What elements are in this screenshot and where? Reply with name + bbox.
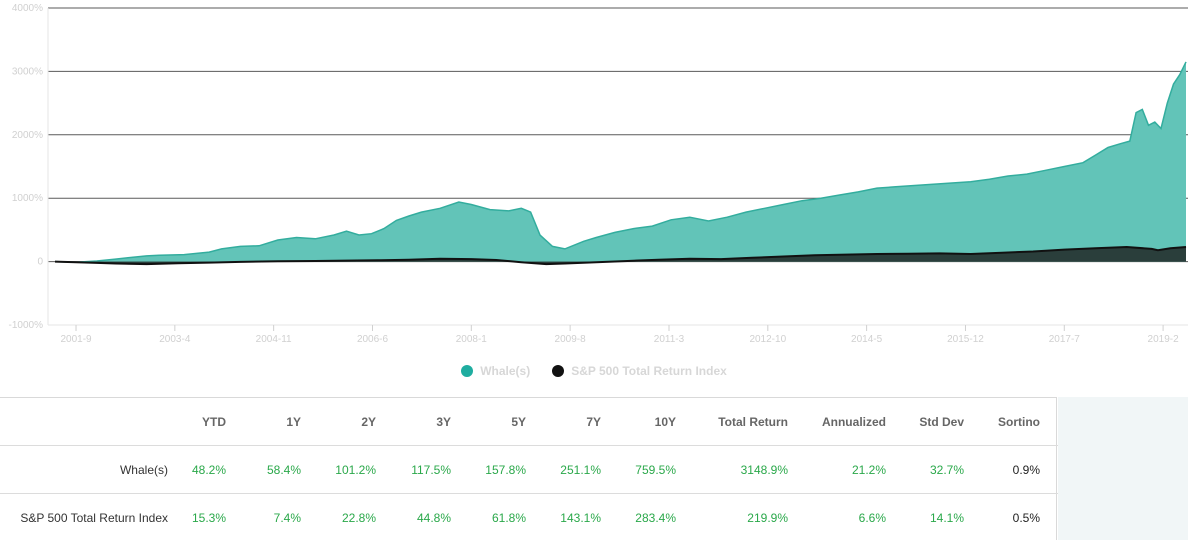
table-row: S&P 500 Total Return Index 15.3% 7.4% 22… [0,494,1064,541]
cell-total-return: 219.9% [700,494,812,541]
header-7y[interactable]: 7Y [550,398,625,446]
cell-2y: 101.2% [325,446,400,494]
y-tick-label: 0 [37,257,43,268]
legend-label-whales: Whale(s) [480,364,530,378]
header-sortino[interactable]: Sortino [988,398,1064,446]
cell-std-dev: 14.1% [910,494,988,541]
x-tick-label: 2008-1 [456,334,488,345]
cell-7y: 251.1% [550,446,625,494]
y-tick-label: 2000% [12,130,43,141]
header-2y[interactable]: 2Y [325,398,400,446]
cell-10y: 759.5% [625,446,700,494]
cell-std-dev: 32.7% [910,446,988,494]
cell-sortino: 0.9% [988,446,1064,494]
cell-5y: 61.8% [475,494,550,541]
performance-chart: -1000% 0 1000% 2000% 3000% 4000% 2001-9 2003-4… [0,0,1188,395]
legend-item-whales[interactable]: Whale(s) [461,364,530,378]
whales-area [55,62,1186,262]
header-annualized[interactable]: Annualized [812,398,910,446]
y-tick-label: -1000% [9,320,44,331]
cell-10y: 283.4% [625,494,700,541]
legend-item-sp500[interactable]: S&P 500 Total Return Index [552,364,727,378]
x-tick-label: 2004-11 [256,334,292,345]
table-row: Whale(s) 48.2% 58.4% 101.2% 117.5% 157.8… [0,446,1064,494]
row-label-sp500: S&P 500 Total Return Index [0,494,190,541]
y-axis: -1000% 0 1000% 2000% 3000% 4000% [9,3,48,331]
chart-legend: Whale(s) S&P 500 Total Return Index [0,362,1188,380]
header-10y[interactable]: 10Y [625,398,700,446]
legend-marker-whales [461,365,473,377]
returns-table: YTD 1Y 2Y 3Y 5Y 7Y 10Y Total Return Annu… [0,398,1064,541]
x-tick-label: 2001-9 [60,334,92,345]
cell-2y: 22.8% [325,494,400,541]
cell-annualized: 21.2% [812,446,910,494]
chart-series [55,62,1186,264]
cell-1y: 7.4% [250,494,325,541]
cell-ytd: 48.2% [190,446,250,494]
cell-total-return: 3148.9% [700,446,812,494]
cell-7y: 143.1% [550,494,625,541]
side-panel [1058,397,1188,540]
header-5y[interactable]: 5Y [475,398,550,446]
legend-label-sp500: S&P 500 Total Return Index [571,364,727,378]
chart-gridlines [48,8,1188,325]
x-tick-label: 2003-4 [159,334,191,345]
x-tick-label: 2009-8 [555,334,587,345]
x-axis: 2001-9 2003-4 2004-11 2006-6 2008-1 2009-8 201… [60,325,1179,345]
y-tick-label: 4000% [12,3,43,14]
header-1y[interactable]: 1Y [250,398,325,446]
header-empty [0,398,190,446]
cell-sortino: 0.5% [988,494,1064,541]
header-3y[interactable]: 3Y [400,398,475,446]
table-header-row: YTD 1Y 2Y 3Y 5Y 7Y 10Y Total Return Annu… [0,398,1064,446]
cell-3y: 117.5% [400,446,475,494]
y-tick-label: 1000% [12,193,43,204]
x-tick-label: 2006-6 [357,334,389,345]
cell-5y: 157.8% [475,446,550,494]
header-ytd[interactable]: YTD [190,398,250,446]
row-label-whales: Whale(s) [0,446,190,494]
cell-annualized: 6.6% [812,494,910,541]
x-tick-label: 2012-10 [749,334,786,345]
x-tick-label: 2019-2 [1148,334,1180,345]
header-std-dev[interactable]: Std Dev [910,398,988,446]
cell-3y: 44.8% [400,494,475,541]
x-tick-label: 2015-12 [947,334,984,345]
x-tick-label: 2011-3 [654,334,685,345]
cell-1y: 58.4% [250,446,325,494]
returns-table-container: YTD 1Y 2Y 3Y 5Y 7Y 10Y Total Return Annu… [0,397,1057,540]
cell-ytd: 15.3% [190,494,250,541]
x-tick-label: 2017-7 [1049,334,1081,345]
x-tick-label: 2014-5 [851,334,883,345]
header-total-return[interactable]: Total Return [700,398,812,446]
y-tick-label: 3000% [12,66,43,77]
legend-marker-sp500 [552,365,564,377]
